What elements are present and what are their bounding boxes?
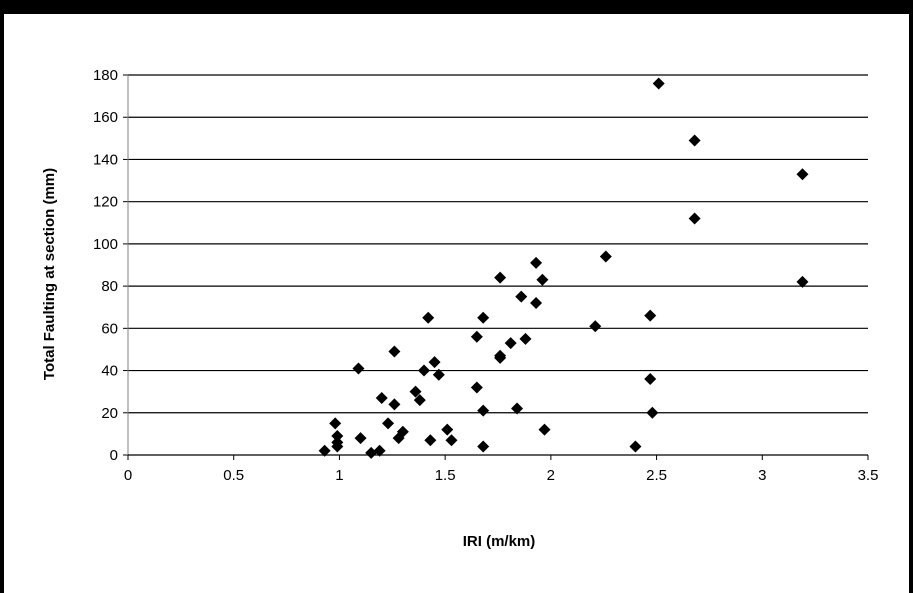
y-tick-label-1: 20	[101, 405, 118, 422]
data-point	[494, 271, 507, 284]
data-point	[382, 417, 395, 430]
gridlines	[128, 74, 868, 414]
y-tick-label-7: 140	[93, 151, 118, 168]
data-point	[796, 275, 809, 288]
data-point	[494, 351, 507, 364]
data-point	[413, 394, 426, 407]
data-point	[388, 345, 401, 358]
data-point	[599, 250, 612, 263]
data-point	[536, 273, 549, 286]
data-point	[432, 368, 445, 381]
data-point	[519, 332, 532, 345]
x-axis-title: IRI (m/km)	[463, 533, 536, 550]
y-tick-label-8: 160	[93, 109, 118, 126]
data-point	[644, 309, 657, 322]
data-point	[329, 417, 342, 430]
data-point	[396, 425, 409, 438]
data-point	[424, 434, 437, 447]
data-point	[530, 297, 543, 309]
data-point	[422, 311, 435, 324]
x-tick-label-7: 3.5	[858, 467, 879, 484]
data-point	[428, 356, 441, 369]
x-tick-label-0: 0	[124, 467, 132, 484]
x-tick-label-4: 2	[547, 467, 555, 484]
y-axis-title: Total Faulting at section (mm)	[41, 168, 58, 380]
data-point	[477, 311, 490, 324]
data-point	[646, 406, 659, 419]
x-tick-labels: 0 0.5 1 1.5 2 2.5 3 3.5	[124, 467, 879, 484]
data-point	[365, 446, 378, 459]
data-point	[352, 362, 365, 375]
data-point	[373, 444, 386, 457]
data-point	[504, 337, 517, 350]
y-tick-label-9: 180	[93, 67, 118, 84]
data-point	[796, 168, 809, 181]
data-point	[418, 364, 430, 377]
data-points	[318, 77, 809, 459]
x-tick-label-6: 3	[758, 467, 766, 484]
data-point	[477, 404, 490, 417]
y-tick-label-6: 120	[93, 194, 118, 211]
data-point	[511, 402, 524, 415]
axes	[123, 74, 869, 460]
data-point	[530, 256, 543, 269]
chart-area: 0 20 40 60 80 100 120 140 160 180 0 0.5 1 1.5 2 2.5 3 3.…	[4, 14, 909, 593]
data-point	[589, 320, 602, 333]
scatter-chart: 0 20 40 60 80 100 120 140 160 180 0 0.5 1 1.5 2 2.5 3 3.…	[41, 67, 879, 550]
data-point	[331, 430, 344, 442]
data-point	[652, 77, 665, 90]
data-point	[688, 134, 701, 147]
y-tick-label-0: 0	[110, 447, 118, 464]
x-tick-label-2: 1	[335, 467, 343, 484]
data-point	[375, 392, 388, 404]
data-point	[515, 290, 528, 303]
y-tick-label-4: 80	[101, 278, 118, 295]
data-point	[388, 398, 401, 411]
y-tick-label-2: 40	[101, 363, 118, 380]
data-point	[477, 440, 490, 453]
data-point	[409, 385, 422, 398]
data-point	[354, 432, 367, 445]
y-tick-labels: 0 20 40 60 80 100 120 140 160 180	[93, 67, 118, 464]
x-tick-label-3: 1.5	[435, 467, 456, 484]
x-tick-label-1: 0.5	[223, 467, 244, 484]
data-point	[318, 444, 331, 457]
data-point	[538, 423, 551, 436]
data-point	[445, 434, 458, 447]
data-point	[470, 330, 483, 343]
x-tick-label-5: 2.5	[646, 467, 667, 484]
data-point	[644, 373, 657, 385]
data-point	[331, 440, 344, 453]
data-point	[688, 212, 701, 225]
y-tick-label-5: 100	[93, 236, 118, 253]
data-point	[470, 381, 483, 394]
data-point	[629, 440, 642, 453]
data-point	[441, 423, 454, 436]
y-tick-label-3: 60	[101, 320, 118, 337]
